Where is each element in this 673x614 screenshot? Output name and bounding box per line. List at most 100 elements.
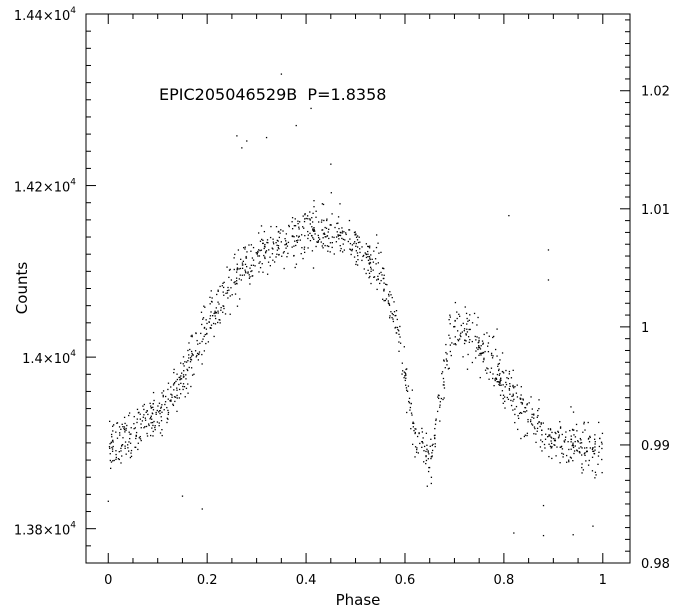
- data-point: [295, 244, 297, 247]
- data-point: [405, 368, 407, 371]
- data-point: [201, 363, 203, 365]
- data-point: [426, 448, 428, 450]
- data-point: [278, 253, 280, 256]
- data-point: [111, 450, 114, 452]
- data-point: [388, 303, 390, 305]
- data-point: [195, 356, 197, 358]
- data-point: [572, 429, 574, 431]
- data-point: [443, 360, 445, 362]
- data-point: [462, 356, 464, 358]
- data-point: [356, 264, 359, 266]
- data-point: [265, 136, 268, 139]
- data-point: [537, 422, 539, 425]
- data-point: [170, 399, 172, 401]
- data-point: [402, 370, 404, 372]
- data-point: [570, 448, 572, 450]
- data-point: [447, 368, 450, 370]
- data-point: [580, 442, 583, 444]
- data-point: [439, 401, 441, 403]
- data-point: [283, 250, 285, 253]
- data-point: [306, 215, 309, 217]
- data-point: [113, 424, 115, 426]
- data-point: [405, 377, 407, 379]
- data-point: [128, 431, 130, 433]
- data-point: [355, 250, 358, 252]
- data-point: [501, 390, 504, 392]
- data-point: [375, 234, 378, 236]
- data-point: [294, 225, 297, 227]
- data-point: [188, 354, 190, 356]
- data-point: [368, 272, 371, 274]
- data-point: [214, 323, 217, 325]
- data-point: [598, 445, 601, 448]
- data-point: [371, 258, 373, 261]
- data-point: [497, 369, 500, 372]
- data-point: [351, 244, 354, 246]
- data-point: [520, 401, 522, 404]
- data-point: [449, 316, 452, 318]
- data-point: [589, 436, 591, 439]
- data-point: [581, 454, 583, 456]
- data-point: [490, 352, 493, 355]
- data-point: [562, 453, 565, 455]
- data-point: [193, 373, 195, 375]
- data-point: [269, 236, 272, 239]
- data-point: [389, 315, 391, 317]
- data-point: [544, 447, 546, 449]
- data-point: [601, 432, 604, 435]
- data-point: [434, 443, 436, 445]
- data-point: [153, 399, 155, 402]
- data-point: [498, 383, 500, 386]
- data-point: [406, 390, 409, 392]
- data-point: [553, 444, 555, 446]
- data-point: [279, 232, 281, 234]
- data-point: [425, 462, 427, 465]
- data-point: [161, 429, 163, 431]
- data-point: [167, 411, 170, 414]
- data-point: [233, 281, 235, 284]
- data-point: [150, 407, 152, 409]
- data-point: [180, 393, 182, 395]
- data-point: [414, 431, 416, 434]
- data-point: [285, 242, 288, 245]
- data-point: [405, 384, 407, 386]
- data-point: [466, 317, 468, 320]
- data-point: [250, 244, 253, 246]
- data-point: [245, 272, 247, 274]
- data-point: [442, 377, 445, 380]
- data-point: [425, 459, 428, 462]
- data-point: [516, 384, 518, 386]
- data-point: [427, 458, 429, 460]
- data-point: [138, 437, 141, 439]
- data-point: [234, 281, 236, 283]
- data-point: [368, 262, 370, 264]
- data-point: [560, 446, 562, 448]
- data-point: [383, 300, 385, 302]
- data-point: [136, 418, 138, 420]
- data-point: [191, 374, 194, 376]
- data-point: [307, 234, 310, 236]
- data-point: [252, 264, 255, 266]
- x-tick-label: 0.6: [395, 573, 416, 588]
- data-point: [275, 242, 277, 244]
- data-point: [214, 310, 216, 312]
- data-point: [160, 419, 163, 422]
- data-point: [172, 404, 175, 407]
- data-point: [202, 318, 204, 320]
- data-points: [107, 73, 604, 537]
- data-point: [148, 424, 150, 427]
- data-point: [252, 275, 254, 277]
- data-point: [550, 440, 552, 442]
- data-point: [584, 429, 586, 431]
- data-point: [510, 377, 513, 379]
- data-point: [578, 451, 580, 453]
- data-point: [222, 291, 224, 293]
- data-point: [345, 232, 347, 234]
- data-point: [383, 274, 385, 276]
- data-point: [266, 273, 269, 275]
- data-point: [182, 388, 184, 391]
- data-point: [130, 433, 132, 435]
- data-point: [579, 452, 581, 454]
- data-point: [288, 224, 290, 227]
- data-point: [342, 243, 344, 245]
